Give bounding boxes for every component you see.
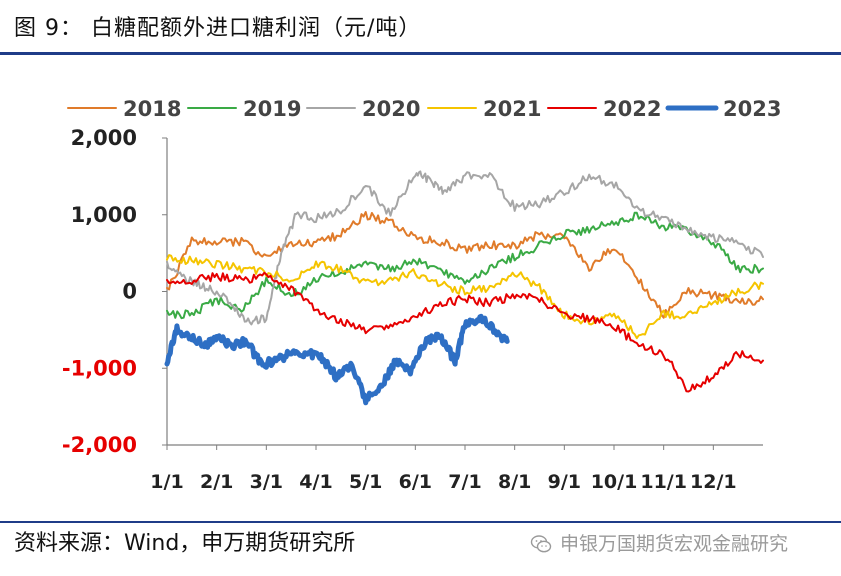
y-tick-label: 2,000	[71, 126, 137, 150]
source-note: 资料来源：Wind，申万期货研究所	[14, 531, 356, 556]
legend-label-2020: 2020	[362, 97, 420, 121]
y-tick-label: 1,000	[71, 203, 137, 227]
x-tick-label: 3/1	[250, 471, 283, 493]
series-line-2021	[166, 254, 764, 340]
x-tick-label: 4/1	[299, 471, 332, 493]
x-tick-label: 8/1	[498, 471, 531, 493]
x-tick-label: 9/1	[548, 471, 581, 493]
x-tick-label: 2/1	[200, 471, 233, 493]
y-tick-label: 0	[122, 280, 137, 304]
legend-label-2019: 2019	[243, 97, 301, 121]
y-tick-label: -1,000	[62, 356, 137, 380]
footer-divider	[0, 521, 841, 523]
x-tick-label: 11/1	[640, 471, 687, 493]
x-tick-label: 1/1	[150, 471, 183, 493]
legend-label-2018: 2018	[123, 97, 181, 121]
legend-label-2022: 2022	[603, 97, 661, 121]
legend-label-2023: 2023	[723, 97, 781, 121]
series-line-2018	[166, 211, 764, 319]
x-tick-label: 6/1	[399, 471, 432, 493]
x-tick-label: 12/1	[690, 471, 737, 493]
x-tick-label: 5/1	[349, 471, 382, 493]
watermark-text: 申银万国期货宏观金融研究	[560, 533, 789, 555]
x-tick-label: 10/1	[591, 471, 638, 493]
chart-canvas: -2,000 -1,000 0 1,000 2,000 1/1 2/1 3/1 4/1 5/1 6/…	[62, 97, 782, 493]
y-tick-label: -2,000	[62, 433, 137, 457]
wechat-icon	[530, 535, 552, 553]
x-tick-label: 7/1	[448, 471, 481, 493]
watermark: 申银万国期货宏观金融研究	[530, 527, 788, 561]
series-line-2019	[166, 211, 764, 320]
title-divider	[0, 52, 841, 55]
figure-title: 图 9： 白糖配额外进口糖利润（元/吨）	[14, 16, 422, 41]
series-line-2020	[166, 170, 764, 326]
series-line-2023	[164, 313, 510, 406]
legend-label-2021: 2021	[483, 97, 541, 121]
series-line-2022	[166, 271, 764, 393]
